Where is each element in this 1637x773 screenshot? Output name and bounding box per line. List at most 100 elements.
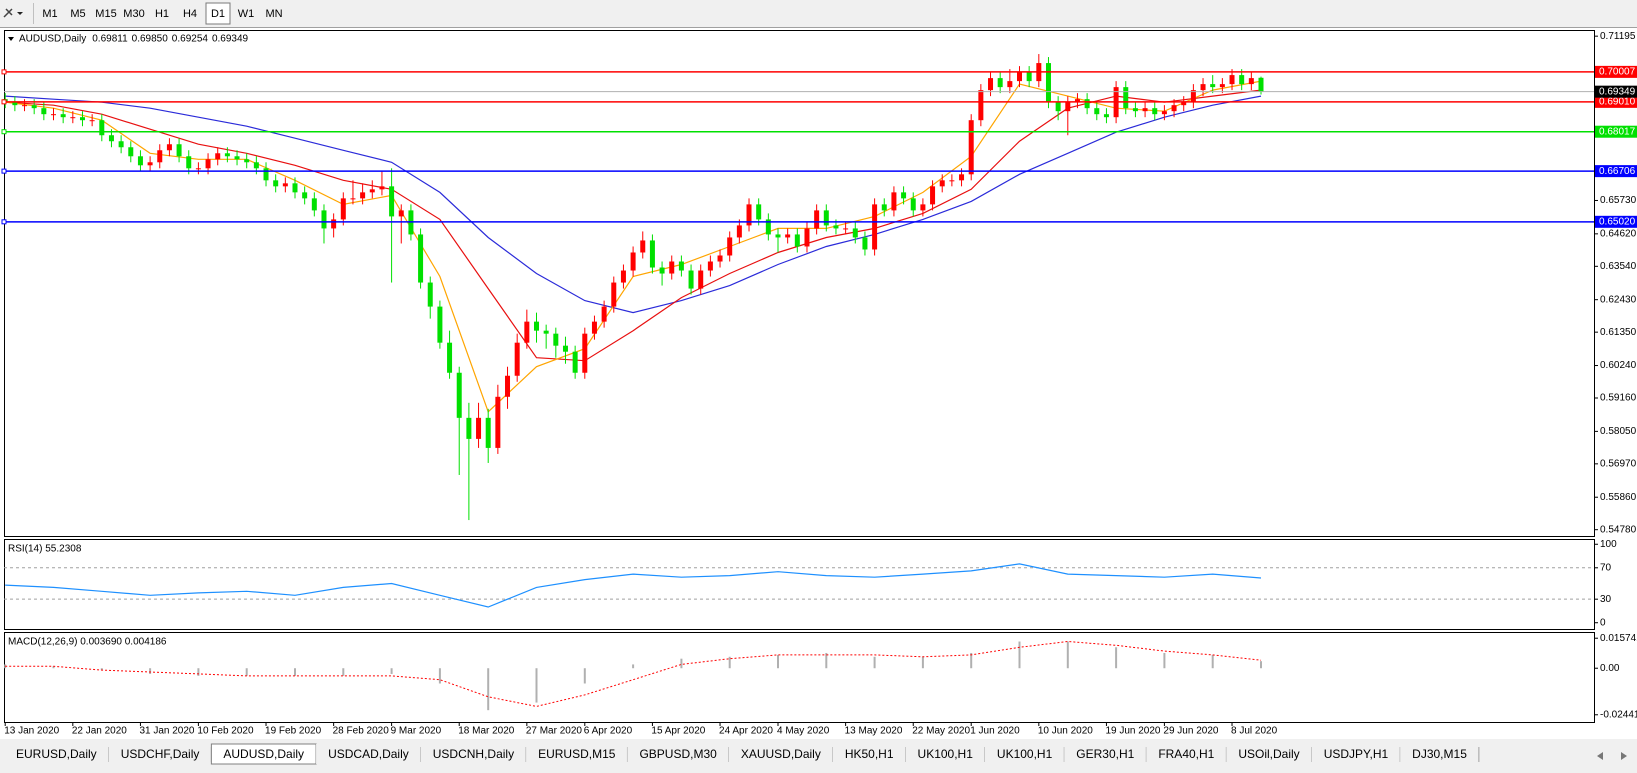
candle-body xyxy=(205,159,211,169)
x-tick-label: 4 May 2020 xyxy=(777,726,830,737)
candle-body xyxy=(1200,84,1206,91)
histogram-bar xyxy=(1115,647,1118,669)
level-marker xyxy=(1,99,7,105)
period-button[interactable]: H4 xyxy=(183,8,197,20)
tab-label: AUDUSD,Daily xyxy=(223,747,304,761)
histogram-bar xyxy=(535,668,538,703)
candle-body xyxy=(794,234,800,247)
level-marker xyxy=(1,69,7,75)
candle-body xyxy=(514,342,520,376)
candle-body xyxy=(968,120,974,175)
tab-label: XAUUSD,Daily xyxy=(741,747,821,761)
ohlc-value: 0.69349 xyxy=(212,34,249,45)
candle-body xyxy=(775,234,781,238)
candle-body xyxy=(340,198,346,220)
candle-body xyxy=(601,306,607,322)
tab[interactable]: EURUSD,M15 xyxy=(526,744,628,764)
level-price-label: 0.66706 xyxy=(1599,166,1636,177)
tab[interactable]: GER30,H1 xyxy=(1064,744,1147,764)
y-tick-label: 0.015741 xyxy=(1600,633,1637,644)
tab[interactable]: FRA40,H1 xyxy=(1146,744,1227,764)
y-tick-label: 0.60240 xyxy=(1600,360,1637,371)
level-marker xyxy=(1,219,7,225)
candle-body xyxy=(89,120,95,122)
candle-body xyxy=(505,375,511,397)
candle-body xyxy=(12,102,18,106)
period-button[interactable]: M15 xyxy=(95,8,116,20)
y-tick-label: 0 xyxy=(1600,617,1606,628)
tab[interactable]: USDCNH,Daily xyxy=(420,744,527,764)
candle-body xyxy=(292,183,298,193)
level-price-box xyxy=(1595,125,1637,138)
candle-body xyxy=(476,417,482,439)
tab[interactable]: USDCHF,Daily xyxy=(108,744,212,764)
y-tick-label: 0.00 xyxy=(1600,663,1620,674)
tab-scroll-right[interactable] xyxy=(1621,752,1627,760)
candle-body xyxy=(823,210,829,226)
level-marker xyxy=(1,168,7,174)
tab-background xyxy=(728,744,833,764)
candle-body xyxy=(398,210,404,217)
tab[interactable]: UK100,H1 xyxy=(984,744,1065,764)
moving-average xyxy=(5,95,1262,314)
x-tick-label: 1 Jun 2020 xyxy=(970,726,1020,737)
period-button[interactable]: M5 xyxy=(70,8,85,20)
candle-body xyxy=(1132,108,1138,112)
candle-body xyxy=(1171,105,1177,112)
signal-line xyxy=(5,640,1262,707)
tab[interactable]: USOil,Daily xyxy=(1226,744,1313,764)
candle-body xyxy=(176,144,182,157)
period-button[interactable]: M30 xyxy=(123,8,144,20)
tab[interactable]: XAUUSD,Daily xyxy=(728,744,834,764)
tab[interactable]: AUDUSD,Daily xyxy=(210,743,317,765)
period-button[interactable]: M1 xyxy=(42,8,57,20)
period-button[interactable]: H1 xyxy=(155,8,169,20)
candle-body xyxy=(640,240,646,253)
tab[interactable]: UK100,H1 xyxy=(905,744,986,764)
tab-label: EURUSD,M15 xyxy=(538,747,616,761)
tab-label: USDCNH,Daily xyxy=(433,747,514,761)
candle-body xyxy=(1045,63,1051,103)
period-button[interactable]: D1 xyxy=(211,8,225,20)
candle-body xyxy=(51,114,56,116)
candle-body xyxy=(1219,84,1225,88)
candle-body xyxy=(1103,114,1109,118)
tab[interactable]: USDCAD,Daily xyxy=(316,744,422,764)
period-button[interactable]: MN xyxy=(265,8,282,20)
toolbar-icon[interactable] xyxy=(3,8,23,18)
candle-body xyxy=(707,261,713,271)
candle-body xyxy=(746,204,752,226)
tab-scroll-left[interactable] xyxy=(1597,752,1603,760)
level-price-label: 0.70007 xyxy=(1599,67,1636,78)
x-tick-label: 18 Mar 2020 xyxy=(458,726,515,737)
candle-body xyxy=(79,117,85,121)
tab-label: GBPUSD,M30 xyxy=(639,747,717,761)
histogram-bar xyxy=(728,656,731,669)
tab[interactable]: GBPUSD,M30 xyxy=(627,744,730,764)
candle-body xyxy=(437,306,443,343)
histogram-bar xyxy=(1211,654,1214,669)
tab-label: FRA40,H1 xyxy=(1158,747,1214,761)
candle-body xyxy=(833,225,839,229)
tab[interactable]: DJ30,M15 xyxy=(1400,744,1480,764)
tab[interactable]: HK50,H1 xyxy=(832,744,907,764)
candle-body xyxy=(195,168,201,170)
period-button[interactable]: W1 xyxy=(238,8,255,20)
candle-body xyxy=(1094,108,1100,115)
candle-body xyxy=(389,186,395,217)
candle-body xyxy=(99,120,105,136)
tab[interactable]: EURUSD,Daily xyxy=(4,744,110,764)
histogram-bar xyxy=(1163,652,1166,669)
y-tick-label: 0.54780 xyxy=(1600,524,1637,535)
candle-body xyxy=(1161,111,1167,115)
x-tick-label: 9 Mar 2020 xyxy=(391,726,442,737)
candle-body xyxy=(60,114,66,118)
tab-label: USDCHF,Daily xyxy=(121,747,200,761)
histogram-bar xyxy=(632,664,635,669)
tab[interactable]: USDJPY,H1 xyxy=(1311,744,1401,764)
histogram-bar xyxy=(149,668,152,674)
y-tick-label: -0.02441 xyxy=(1600,709,1637,720)
level-price-label: 0.69010 xyxy=(1599,96,1636,107)
candle-body xyxy=(939,180,945,187)
candle-body xyxy=(698,270,704,289)
